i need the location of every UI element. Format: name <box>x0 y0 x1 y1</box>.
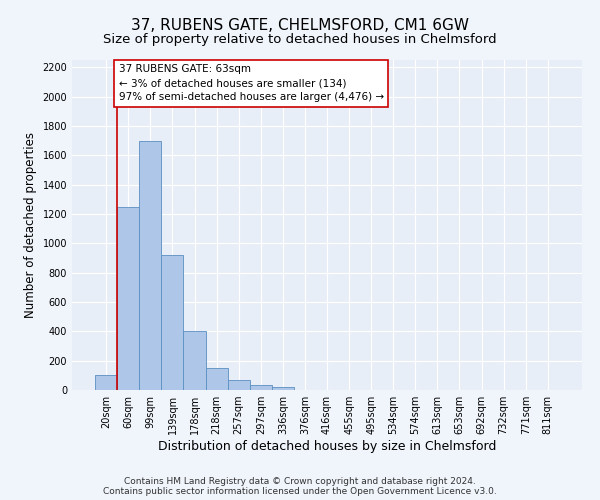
Text: 37, RUBENS GATE, CHELMSFORD, CM1 6GW: 37, RUBENS GATE, CHELMSFORD, CM1 6GW <box>131 18 469 32</box>
Bar <box>95 374 117 390</box>
Bar <box>184 332 206 390</box>
Text: Contains HM Land Registry data © Crown copyright and database right 2024.
Contai: Contains HM Land Registry data © Crown c… <box>103 476 497 496</box>
Y-axis label: Number of detached properties: Number of detached properties <box>24 132 37 318</box>
Bar <box>272 387 294 390</box>
Bar <box>206 368 227 390</box>
X-axis label: Distribution of detached houses by size in Chelmsford: Distribution of detached houses by size … <box>158 440 496 453</box>
Bar <box>117 206 139 390</box>
Bar <box>227 380 250 390</box>
Bar <box>250 385 272 390</box>
Bar <box>139 140 161 390</box>
Text: Size of property relative to detached houses in Chelmsford: Size of property relative to detached ho… <box>103 32 497 46</box>
Bar <box>161 255 184 390</box>
Text: 37 RUBENS GATE: 63sqm
← 3% of detached houses are smaller (134)
97% of semi-deta: 37 RUBENS GATE: 63sqm ← 3% of detached h… <box>119 64 384 102</box>
